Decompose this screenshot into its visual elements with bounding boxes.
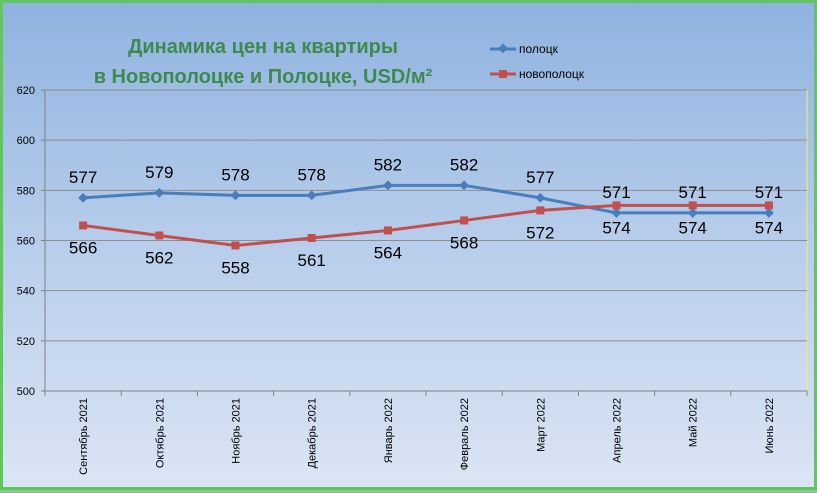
- data-point: [154, 187, 165, 198]
- data-label: 564: [374, 243, 402, 262]
- data-point: [763, 207, 774, 218]
- data-label: 574: [679, 218, 707, 237]
- series-line: [83, 183, 769, 215]
- x-tick-label: Июнь 2022: [764, 398, 776, 454]
- data-label: 582: [374, 155, 402, 174]
- y-tick-label: 620: [17, 85, 35, 97]
- data-label: 572: [526, 223, 554, 242]
- x-tick-label: Сентябрь 2021: [78, 398, 90, 475]
- data-point: [687, 207, 698, 218]
- legend-item-novopolotsk: новополоцк: [490, 67, 585, 81]
- data-point: [612, 201, 621, 210]
- data-point: [460, 216, 469, 225]
- data-label: 582: [450, 155, 478, 174]
- data-point: [79, 221, 88, 230]
- data-point: [611, 207, 622, 218]
- x-tick-label: Февраль 2022: [459, 398, 471, 470]
- data-label: 568: [450, 233, 478, 252]
- y-axis-ticks: 500 520 540 560 580 600 620: [17, 85, 45, 398]
- data-label: 562: [145, 248, 173, 267]
- data-label: 574: [602, 218, 630, 237]
- data-point: [459, 180, 470, 191]
- data-label: 571: [755, 183, 783, 202]
- x-tick-label: Ноябрь 2021: [231, 398, 243, 464]
- data-label: 577: [69, 168, 97, 187]
- series-novopolotsk: 566 562 558 561 564 568 572 574 574 574: [69, 201, 783, 278]
- data-label: 561: [298, 251, 326, 270]
- data-point: [231, 241, 240, 250]
- y-tick-label: 500: [17, 386, 35, 398]
- series-line: [82, 203, 769, 248]
- legend-marker-novopolotsk: [499, 70, 507, 78]
- data-point: [382, 180, 393, 191]
- data-point: [230, 190, 241, 201]
- data-point: [536, 206, 545, 215]
- data-label: 578: [221, 165, 249, 184]
- series-polotsk: 577 579 578 578 582 582 577 571 571 571: [69, 155, 783, 218]
- x-tick-label: Декабрь 2021: [307, 398, 319, 468]
- legend-label-polotsk: полоцк: [519, 42, 559, 56]
- legend-label-novopolotsk: новополоцк: [519, 67, 585, 81]
- x-tick-label: Январь 2022: [383, 398, 395, 463]
- y-tick-label: 560: [17, 236, 35, 248]
- data-point: [764, 201, 773, 210]
- x-tick-label: Май 2022: [688, 398, 700, 447]
- data-point: [155, 231, 164, 240]
- data-point: [306, 190, 317, 201]
- gridlines: [45, 89, 807, 392]
- data-label: 578: [298, 165, 326, 184]
- x-axis-ticks: Сентябрь 2021 Октябрь 2021 Ноябрь 2021 Дека…: [44, 391, 808, 475]
- chart-title-line-1: Динамика цен на квартиры: [128, 36, 398, 58]
- data-label: 558: [221, 259, 249, 278]
- legend: полоцк новополоцк: [490, 42, 585, 81]
- data-point: [535, 192, 546, 203]
- legend-marker-polotsk: [498, 43, 508, 54]
- data-label: 571: [679, 183, 707, 202]
- chart-title-line-2: в Новополоцке и Полоцке, USD/м²: [94, 66, 433, 88]
- data-label: 579: [145, 163, 173, 182]
- data-label: 577: [526, 168, 554, 187]
- data-label: 571: [602, 183, 630, 202]
- data-label: 566: [69, 238, 97, 257]
- data-point: [78, 192, 89, 203]
- line-chart: Динамика цен на квартиры в Новополоцке и…: [17, 36, 808, 475]
- data-point: [688, 201, 697, 210]
- data-point: [307, 233, 316, 242]
- y-tick-label: 520: [17, 336, 35, 348]
- x-tick-label: Март 2022: [535, 398, 547, 452]
- data-point: [383, 226, 392, 235]
- y-tick-label: 540: [17, 286, 35, 298]
- x-tick-label: Апрель 2022: [612, 398, 624, 463]
- y-tick-label: 580: [17, 185, 35, 197]
- legend-item-polotsk: полоцк: [490, 42, 559, 56]
- x-tick-label: Октябрь 2021: [154, 398, 166, 468]
- y-tick-label: 600: [17, 135, 35, 147]
- data-label: 574: [755, 218, 783, 237]
